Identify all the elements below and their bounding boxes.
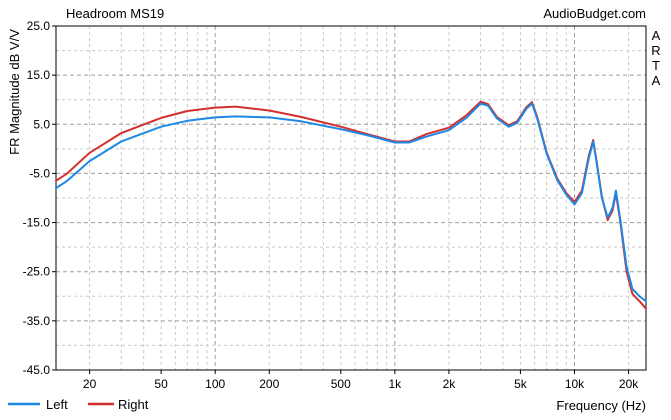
plot-frame (55, 25, 647, 371)
x-tick-label: 20k (619, 377, 639, 391)
x-tick-label: 1k (389, 377, 403, 391)
y-tick-label: -35.0 (23, 314, 51, 328)
y-tick-label: -25.0 (23, 265, 51, 279)
series-line-left (55, 102, 647, 303)
x-tick-label: 2k (443, 377, 457, 391)
x-tick-label: 500 (331, 377, 351, 391)
y-tick-label: 15.0 (27, 68, 51, 82)
x-tick-label: 200 (259, 377, 279, 391)
y-tick-label: -45.0 (23, 363, 51, 377)
x-tick-label: 10k (565, 377, 585, 391)
y-axis-label: FR Magnitude dB V/V (7, 29, 22, 155)
side-label-letter: A (652, 73, 661, 88)
side-label-letter: R (651, 43, 660, 58)
series-line-right (55, 100, 647, 310)
series-lines (55, 100, 647, 310)
x-tick-label: 20 (83, 377, 97, 391)
legend: Left Right (8, 397, 149, 412)
side-label-letter: A (652, 28, 661, 43)
source-label: AudioBudget.com (543, 6, 646, 21)
legend-left-label: Left (46, 397, 68, 412)
grid (56, 26, 646, 370)
y-tick-label: 5.0 (33, 117, 50, 131)
x-tick-label: 50 (154, 377, 168, 391)
axis-ticks: 25.0 15.0 5.0 -5.0 -15.0 -25.0 -35.0 -45.0 20 50 1… (23, 19, 640, 391)
chart-title: Headroom MS19 (66, 6, 164, 21)
legend-right-label: Right (118, 397, 149, 412)
y-tick-label: 25.0 (27, 19, 51, 33)
x-axis-label: Frequency (Hz) (556, 398, 646, 413)
x-tick-label: 100 (205, 377, 225, 391)
x-tick-label: 5k (514, 377, 528, 391)
side-label-letter: T (652, 58, 660, 73)
y-tick-label: -5.0 (29, 166, 50, 180)
y-tick-label: -15.0 (23, 216, 51, 230)
